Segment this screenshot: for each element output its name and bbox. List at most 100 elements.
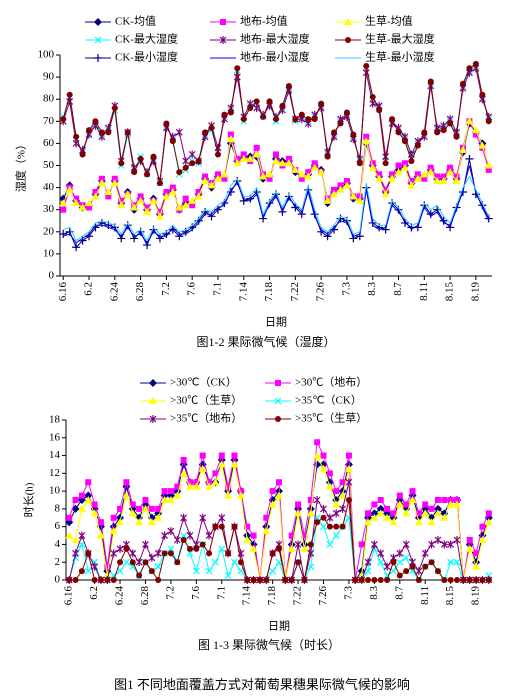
- data-point: [345, 497, 352, 503]
- data-point: [376, 107, 383, 114]
- data-point: [234, 155, 241, 162]
- data-point: [205, 531, 213, 540]
- data-point: [91, 501, 98, 508]
- data-point: [237, 559, 244, 566]
- data-point: [214, 171, 221, 178]
- data-point: [325, 482, 334, 490]
- data-point: [247, 105, 254, 112]
- data-point: [479, 577, 486, 583]
- data-point: [331, 186, 338, 193]
- data-point: [337, 182, 344, 189]
- data-point: [389, 518, 398, 526]
- data-point: [111, 175, 118, 182]
- legend-marker: [345, 37, 351, 43]
- data-point: [72, 199, 81, 207]
- data-point: [434, 536, 442, 544]
- data-point: [65, 531, 74, 539]
- y-tick-label: 0: [55, 574, 61, 586]
- data-point: [310, 163, 319, 171]
- data-point: [485, 166, 492, 173]
- data-point: [124, 129, 131, 136]
- legend-marker: [274, 397, 282, 405]
- data-point: [234, 65, 241, 72]
- legend-marker: [94, 54, 102, 62]
- data-point: [333, 523, 340, 530]
- data-point: [396, 572, 403, 579]
- data-point: [305, 116, 312, 123]
- data-point: [273, 116, 279, 123]
- data-point: [116, 544, 124, 553]
- x-tick-label: 7.26: [317, 586, 329, 606]
- data-point: [320, 514, 327, 521]
- data-point: [440, 127, 447, 134]
- data-point: [279, 102, 286, 109]
- data-point: [85, 550, 92, 557]
- x-tick-label: 8.3: [366, 282, 378, 296]
- data-point: [220, 170, 229, 178]
- data-point: [188, 150, 196, 159]
- data-point: [284, 159, 293, 167]
- data-point: [104, 563, 111, 570]
- data-point: [421, 549, 429, 558]
- x-tick-label: 7.18: [263, 282, 275, 302]
- data-point: [91, 192, 100, 200]
- data-point: [218, 452, 225, 459]
- chart-title: 图1-2 果际微气候（湿度）: [197, 334, 336, 349]
- data-point: [211, 558, 219, 566]
- data-point: [434, 568, 441, 575]
- data-point: [129, 501, 136, 508]
- data-point: [389, 171, 396, 178]
- data-point: [262, 527, 271, 535]
- x-tick-label: 8.19: [470, 586, 482, 606]
- y-tick-label: 14: [49, 449, 61, 461]
- data-point: [136, 196, 145, 204]
- data-point: [305, 169, 312, 176]
- data-point: [382, 186, 389, 193]
- data-point: [137, 155, 144, 162]
- data-point: [420, 170, 429, 178]
- y-axis-title: 时长(h): [23, 482, 36, 517]
- data-point: [166, 496, 175, 503]
- data-point: [409, 488, 416, 495]
- data-point: [252, 150, 261, 158]
- data-point: [141, 504, 150, 512]
- y-tick-label: 60: [43, 137, 55, 149]
- data-point: [331, 129, 338, 136]
- data-point: [169, 184, 176, 191]
- data-point: [201, 176, 210, 184]
- data-point: [269, 488, 276, 495]
- data-point: [65, 185, 74, 193]
- data-point: [390, 559, 397, 566]
- data-point: [472, 60, 479, 67]
- legend-marker: [94, 36, 102, 44]
- data-point: [375, 174, 384, 182]
- data-point: [142, 497, 149, 503]
- data-point: [91, 562, 99, 571]
- series-line: [63, 165, 490, 244]
- data-point: [320, 504, 327, 513]
- data-point: [364, 558, 372, 567]
- data-point: [415, 510, 422, 517]
- data-point: [110, 577, 117, 583]
- data-point: [195, 158, 202, 165]
- data-point: [244, 523, 251, 530]
- data-point: [401, 138, 408, 145]
- data-point: [320, 523, 327, 531]
- data-point: [176, 169, 183, 176]
- data-point: [163, 189, 170, 196]
- data-point: [256, 577, 263, 583]
- y-tick-label: 10: [49, 485, 61, 497]
- data-point: [85, 479, 92, 486]
- data-point: [243, 536, 252, 543]
- data-point: [205, 567, 213, 575]
- data-point: [332, 500, 341, 508]
- data-point: [98, 129, 105, 136]
- data-point: [326, 541, 334, 548]
- data-point: [231, 558, 238, 566]
- data-point: [370, 509, 379, 518]
- data-point: [376, 171, 383, 178]
- data-point: [301, 577, 308, 583]
- data-point: [338, 491, 347, 499]
- data-point: [343, 177, 350, 184]
- data-point: [466, 537, 473, 543]
